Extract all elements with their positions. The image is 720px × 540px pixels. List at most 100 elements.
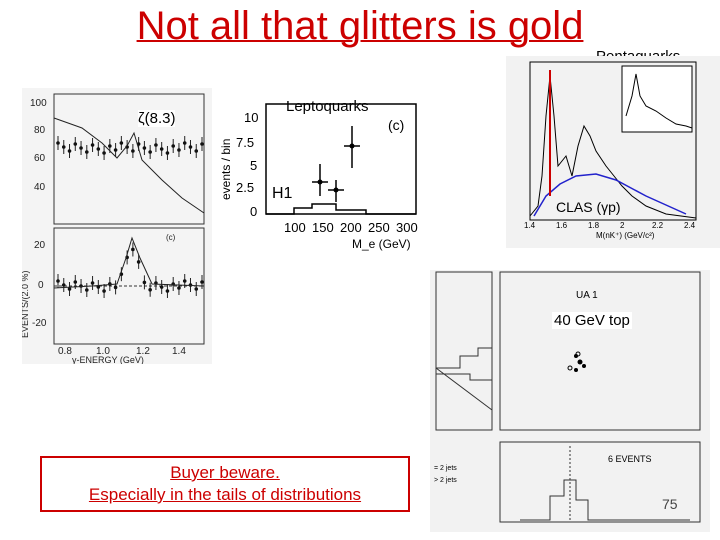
warning-box: Buyer beware. Especially in the tails of… — [40, 456, 410, 512]
zeta-point — [148, 150, 152, 154]
zeta-xtick-10: 1.0 — [96, 346, 110, 357]
zeta-point — [102, 151, 106, 155]
zeta-tick-m20: -20 — [32, 318, 47, 329]
zeta-point — [113, 148, 118, 152]
zeta-point — [125, 145, 129, 149]
top-legend-2: > 2 jets — [434, 477, 457, 484]
zeta-point — [67, 149, 72, 153]
zeta-point — [113, 285, 118, 290]
top-events: 6 EVENTS — [608, 454, 652, 464]
zeta-point — [194, 287, 199, 291]
penta-experiment: CLAS (γp) — [556, 199, 621, 215]
slide-title: Not all that glitters is gold — [136, 4, 584, 48]
top-label: 40 GeV top — [552, 312, 632, 329]
zeta-point — [182, 141, 187, 145]
zeta-point — [200, 280, 204, 284]
zeta-point — [165, 289, 170, 293]
zeta-xtick-14: 1.4 — [172, 346, 186, 357]
zeta-point — [56, 279, 60, 283]
zeta-point — [96, 147, 101, 151]
zeta-point — [61, 283, 66, 287]
zeta-point — [159, 147, 164, 151]
penta-xlabel: M(nK⁺) (GeV/c²) — [596, 231, 655, 240]
lepto-detector: H1 — [272, 185, 293, 202]
top-plot-svg: UA 1 6 EVENTS = 2 jets > 2 jets — [430, 270, 710, 532]
zeta-tick-20: 20 — [34, 240, 46, 251]
penta-plot: 1.4 1.6 1.8 2 2.2 2.4 M(nK⁺) (GeV/c²) CL… — [506, 56, 720, 248]
zeta-point — [73, 280, 78, 284]
zeta-tick-80: 80 — [34, 125, 46, 136]
penta-xtick-14: 1.4 — [524, 221, 536, 230]
top-experiment: UA 1 — [576, 290, 598, 301]
zeta-point — [56, 141, 60, 145]
zeta-point — [85, 288, 89, 292]
zeta-point — [142, 280, 147, 285]
lepto-xtick-100: 100 — [284, 220, 306, 235]
zeta-point — [90, 281, 95, 285]
warning-line-2: Especially in the tails of distributions — [88, 485, 362, 504]
lepto-ytick-75: 7.5 — [236, 135, 254, 150]
zeta-tick-40: 40 — [34, 182, 46, 193]
penta-xtick-16: 1.6 — [556, 221, 568, 230]
zeta-xtick-08: 0.8 — [58, 346, 72, 357]
zeta-point — [182, 279, 187, 283]
zeta-bottom-points — [56, 242, 204, 298]
zeta-point — [136, 260, 141, 264]
lepto-plot: 10 7.5 5 2.5 0 100 150 200 250 300 M_e (… — [216, 96, 430, 254]
lepto-ylabel: events / bin — [219, 139, 233, 200]
penta-xtick-24: 2.4 — [684, 221, 696, 230]
lepto-plot-svg: 10 7.5 5 2.5 0 100 150 200 250 300 M_e (… — [219, 103, 418, 251]
lepto-xlabel: M_e (GeV) — [352, 237, 411, 251]
zeta-point — [154, 143, 158, 147]
page-number: 75 — [662, 496, 678, 512]
penta-xtick-2: 2 — [620, 221, 625, 230]
zeta-point — [200, 142, 204, 146]
zeta-point — [131, 247, 135, 252]
zeta-xtick-12: 1.2 — [136, 346, 150, 357]
zeta-point — [165, 151, 170, 155]
zeta-point — [79, 284, 83, 288]
zeta-plot: 100 80 60 40 20 0 -20 0.8 1.0 1.2 1.4 γ-… — [20, 88, 212, 365]
zeta-top-points — [56, 136, 204, 160]
top-legend-1: = 2 jets — [434, 465, 457, 472]
zeta-point — [108, 144, 112, 148]
zeta-xlabel: γ-ENERGY (GeV) — [72, 355, 144, 364]
zeta-plot-svg: 100 80 60 40 20 0 -20 0.8 1.0 1.2 1.4 γ-… — [20, 88, 212, 365]
zeta-point — [102, 289, 106, 293]
zeta-point — [148, 287, 152, 292]
zeta-point — [67, 287, 72, 291]
lepto-ytick-25: 2.5 — [236, 180, 254, 195]
penta-xtick-18: 1.8 — [588, 221, 600, 230]
zeta-point — [119, 141, 124, 145]
zeta-point — [159, 285, 164, 289]
zeta-point — [171, 144, 175, 148]
zeta-panel-c: (c) — [166, 233, 176, 242]
zeta-point — [96, 285, 101, 289]
lepto-ytick-10: 10 — [244, 110, 258, 125]
zeta-point — [131, 149, 135, 153]
zeta-point — [90, 143, 95, 147]
top-plot: UA 1 6 EVENTS = 2 jets > 2 jets 40 GeV t… — [430, 270, 710, 532]
zeta-point — [188, 145, 193, 149]
warning-line-1: Buyer beware. — [170, 463, 280, 482]
zeta-point — [79, 146, 83, 150]
penta-xtick-22: 2.2 — [652, 221, 664, 230]
zeta-point — [85, 150, 89, 154]
zeta-point — [142, 146, 147, 150]
zeta-point — [177, 286, 181, 290]
lepto-xtick-200: 200 — [340, 220, 362, 235]
lepto-xtick-150: 150 — [312, 220, 334, 235]
lepto-ytick-0: 0 — [250, 204, 257, 219]
lepto-ytick-5: 5 — [250, 158, 257, 173]
zeta-tick-60: 60 — [34, 153, 46, 164]
lepto-xtick-250: 250 — [368, 220, 390, 235]
zeta-point — [177, 148, 181, 152]
zeta-tick-0: 0 — [38, 280, 44, 291]
zeta-ylabel: EVENTS/(2.0 %) — [22, 270, 30, 338]
zeta-tick-100: 100 — [30, 98, 47, 109]
lepto-xtick-300: 300 — [396, 220, 418, 235]
zeta-point — [61, 145, 66, 149]
lepto-panel: (c) — [388, 117, 404, 133]
lepto-label: Leptoquarks — [286, 98, 369, 115]
zeta-point — [194, 149, 199, 153]
